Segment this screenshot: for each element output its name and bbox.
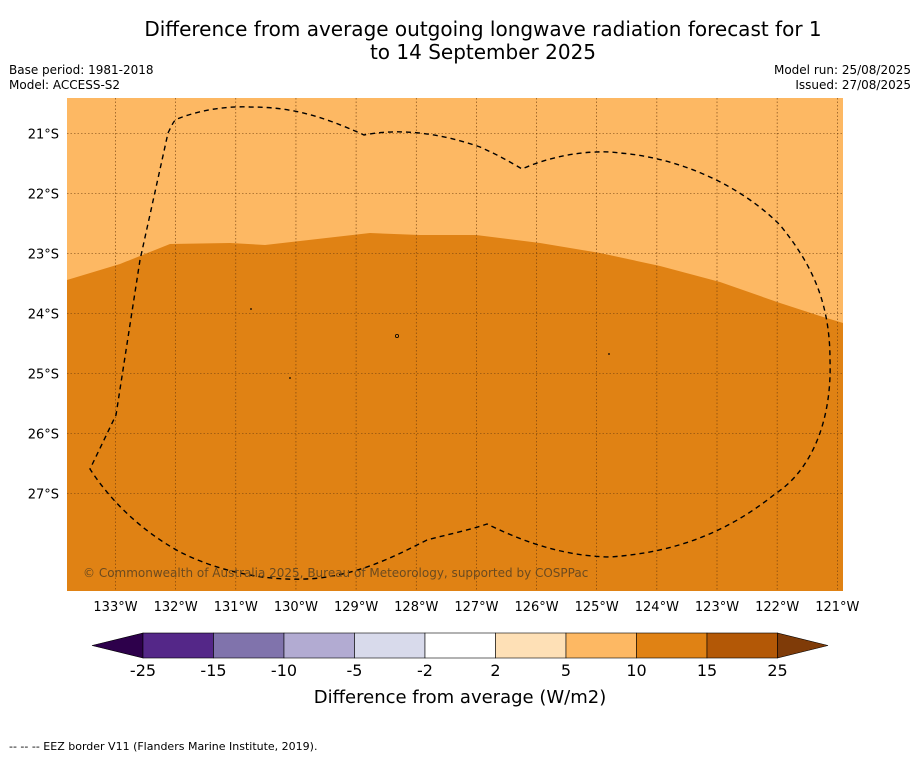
longitude-label: 126°W (514, 600, 558, 615)
colorbar-segment (354, 632, 426, 659)
longitude-label: 133°W (93, 600, 137, 615)
colorbar-label: 25 (767, 661, 787, 680)
longitude-label: 125°W (575, 600, 619, 615)
latitude-tick-labels: 21°S 22°S 23°S 24°S 25°S 26°S 27°S (28, 128, 59, 503)
latitude-label: 27°S (28, 488, 59, 503)
map-figure: © Commonwealth of Australia 2025, Bureau… (28, 98, 860, 708)
longitude-label: 128°W (394, 600, 438, 615)
longitude-label: 132°W (154, 600, 198, 615)
colorbar-label: -2 (417, 661, 433, 680)
colorbar-label: -5 (347, 661, 363, 680)
latitude-label: 25°S (28, 368, 59, 383)
longitude-label: 123°W (695, 600, 739, 615)
colorbar-segment (636, 632, 708, 659)
island-marker (250, 308, 252, 310)
longitude-label: 122°W (755, 600, 799, 615)
longitude-label: 121°W (815, 600, 859, 615)
latitude-label: 22°S (28, 188, 59, 203)
colorbar-label: 15 (697, 661, 717, 680)
colorbar-label: -15 (200, 661, 226, 680)
chart-title: Difference from average outgoing longwav… (0, 18, 919, 64)
island-marker (289, 377, 291, 379)
island-marker (394, 333, 399, 338)
colorbar-segment (706, 632, 778, 659)
base-period-label: Base period: 1981-2018 (9, 63, 154, 77)
longitude-label: 131°W (214, 600, 258, 615)
colorbar-extend-low (91, 632, 144, 659)
colorbar-label: -25 (130, 661, 156, 680)
colorbar-segment (213, 632, 285, 659)
colorbar-segment (283, 632, 355, 659)
longitude-label: 124°W (635, 600, 679, 615)
colorbar: -25 -15 -10 -5 -2 2 5 10 15 25 (91, 632, 829, 680)
colorbar-segment (424, 632, 496, 659)
copyright-text: © Commonwealth of Australia 2025, Bureau… (83, 566, 588, 580)
colorbar-label: 10 (626, 661, 646, 680)
issued-label: Issued: 27/08/2025 (795, 78, 911, 92)
island-marker (608, 353, 610, 355)
latitude-label: 26°S (28, 428, 59, 443)
map-panel[interactable]: © Commonwealth of Australia 2025, Bureau… (67, 98, 843, 591)
colorbar-label: 2 (490, 661, 500, 680)
model-label: Model: ACCESS-S2 (9, 78, 121, 92)
colorbar-segment (142, 632, 214, 659)
longitude-tick-labels: 133°W 132°W 131°W 130°W 129°W 128°W 127°W 126°W… (93, 600, 859, 615)
eez-border (89, 106, 831, 580)
latitude-label: 21°S (28, 128, 59, 143)
colorbar-title: Difference from average (W/m2) (314, 687, 606, 708)
longitude-label: 127°W (454, 600, 498, 615)
colorbar-segment (495, 632, 567, 659)
anomaly-region-5-10 (67, 98, 843, 323)
longitude-label: 130°W (274, 600, 318, 615)
eez-legend-note: -- -- -- EEZ border V11 (Flanders Marine… (9, 740, 318, 753)
latitude-label: 23°S (28, 248, 59, 263)
colorbar-label: 5 (561, 661, 571, 680)
colorbar-label: -10 (271, 661, 297, 680)
latitude-label: 24°S (28, 308, 59, 323)
colorbar-segment (565, 632, 637, 659)
colorbar-extend-high (777, 632, 829, 659)
longitude-label: 129°W (334, 600, 378, 615)
title-text: Difference from average outgoing longwav… (144, 17, 822, 64)
graticule (67, 98, 843, 591)
model-run-label: Model run: 25/08/2025 (773, 63, 911, 77)
